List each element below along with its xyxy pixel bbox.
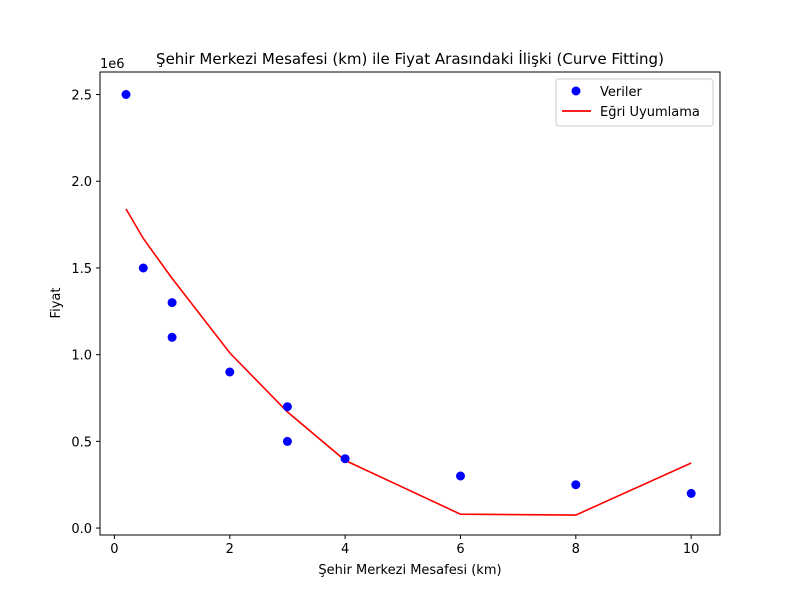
y-tick-label: 2.0 (71, 175, 92, 190)
y-axis-label: Fiyat (49, 288, 64, 319)
x-tick-label: 10 (683, 542, 700, 557)
data-point (138, 263, 148, 273)
data-point (456, 471, 465, 481)
y-tick-label: 0.0 (71, 522, 92, 537)
x-tick-label: 8 (572, 542, 580, 557)
legend-label-veriler: Veriler (600, 85, 642, 100)
legend-box (555, 78, 714, 127)
chart-title: Şehir Merkezi Mesafesi (km) ile Fiyat Ar… (156, 49, 664, 68)
data-point (571, 480, 581, 490)
plot-area (121, 90, 696, 516)
legend-marker-veriler (571, 86, 581, 96)
y-axis: 0.0 0.5 1.0 1.5 2.0 2.5 (71, 89, 100, 537)
legend-label-egri: Eğri Uyumlama (600, 105, 700, 120)
data-point (686, 488, 696, 498)
data-point (340, 454, 350, 464)
x-tick-label: 6 (456, 542, 464, 557)
data-point (282, 436, 292, 446)
data-point (121, 90, 131, 99)
data-point (167, 332, 177, 342)
data-point (282, 402, 292, 412)
axes-frame (99, 71, 721, 536)
x-axis-label: Şehir Merkezi Mesafesi (km) (318, 563, 501, 578)
x-tick-label: 4 (341, 542, 349, 557)
y-tick-label: 0.5 (71, 435, 92, 450)
y-offset-label: 1e6 (100, 57, 125, 72)
x-tick-label: 2 (226, 542, 234, 557)
data-point (167, 298, 177, 308)
y-tick-label: 2.5 (71, 89, 92, 104)
y-tick-label: 1.5 (71, 262, 92, 277)
data-point (225, 367, 235, 377)
y-tick-label: 1.0 (71, 349, 92, 364)
fit-curve-line (125, 208, 692, 516)
legend: Veriler Eğri Uyumlama (555, 78, 714, 127)
x-tick-label: 0 (110, 542, 118, 557)
x-axis: 0 2 4 6 8 10 (110, 535, 699, 557)
